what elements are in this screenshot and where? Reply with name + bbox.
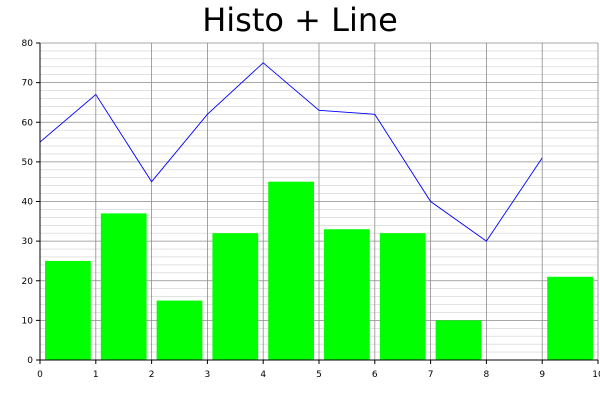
x-tick-label: 5 (316, 370, 322, 380)
y-tick-label: 70 (22, 79, 34, 89)
bar-series (45, 181, 593, 360)
bar (268, 181, 314, 360)
chart-title: Histo + Line (202, 1, 398, 39)
y-tick-label: 60 (22, 118, 34, 128)
bar (379, 233, 426, 360)
x-tick-label: 7 (428, 370, 434, 380)
axes (36, 42, 599, 364)
bar (324, 229, 370, 360)
x-tick-label: 6 (372, 370, 378, 380)
y-tick-label: 20 (22, 277, 34, 287)
x-tick-label: 3 (205, 370, 211, 380)
y-tick-label: 0 (27, 356, 33, 366)
y-tick-label: 50 (22, 158, 34, 168)
x-tick-label: 9 (539, 370, 545, 380)
bar (547, 276, 593, 360)
bar (100, 213, 147, 360)
y-tick-label: 80 (22, 39, 34, 49)
x-tick-label: 0 (37, 370, 43, 380)
bar (45, 260, 91, 360)
y-tick-label: 40 (22, 198, 34, 208)
bar (156, 300, 203, 360)
x-tick-label: 1 (93, 370, 99, 380)
bar (435, 320, 482, 360)
y-tick-label: 10 (22, 316, 34, 326)
x-tick-label: 4 (260, 370, 266, 380)
y-tick-label: 30 (22, 237, 34, 247)
line-series (39, 62, 543, 242)
x-tick-label: 2 (149, 370, 155, 380)
x-tick-label: 10 (592, 370, 600, 380)
x-tick-label: 8 (484, 370, 490, 380)
bar (212, 233, 259, 360)
